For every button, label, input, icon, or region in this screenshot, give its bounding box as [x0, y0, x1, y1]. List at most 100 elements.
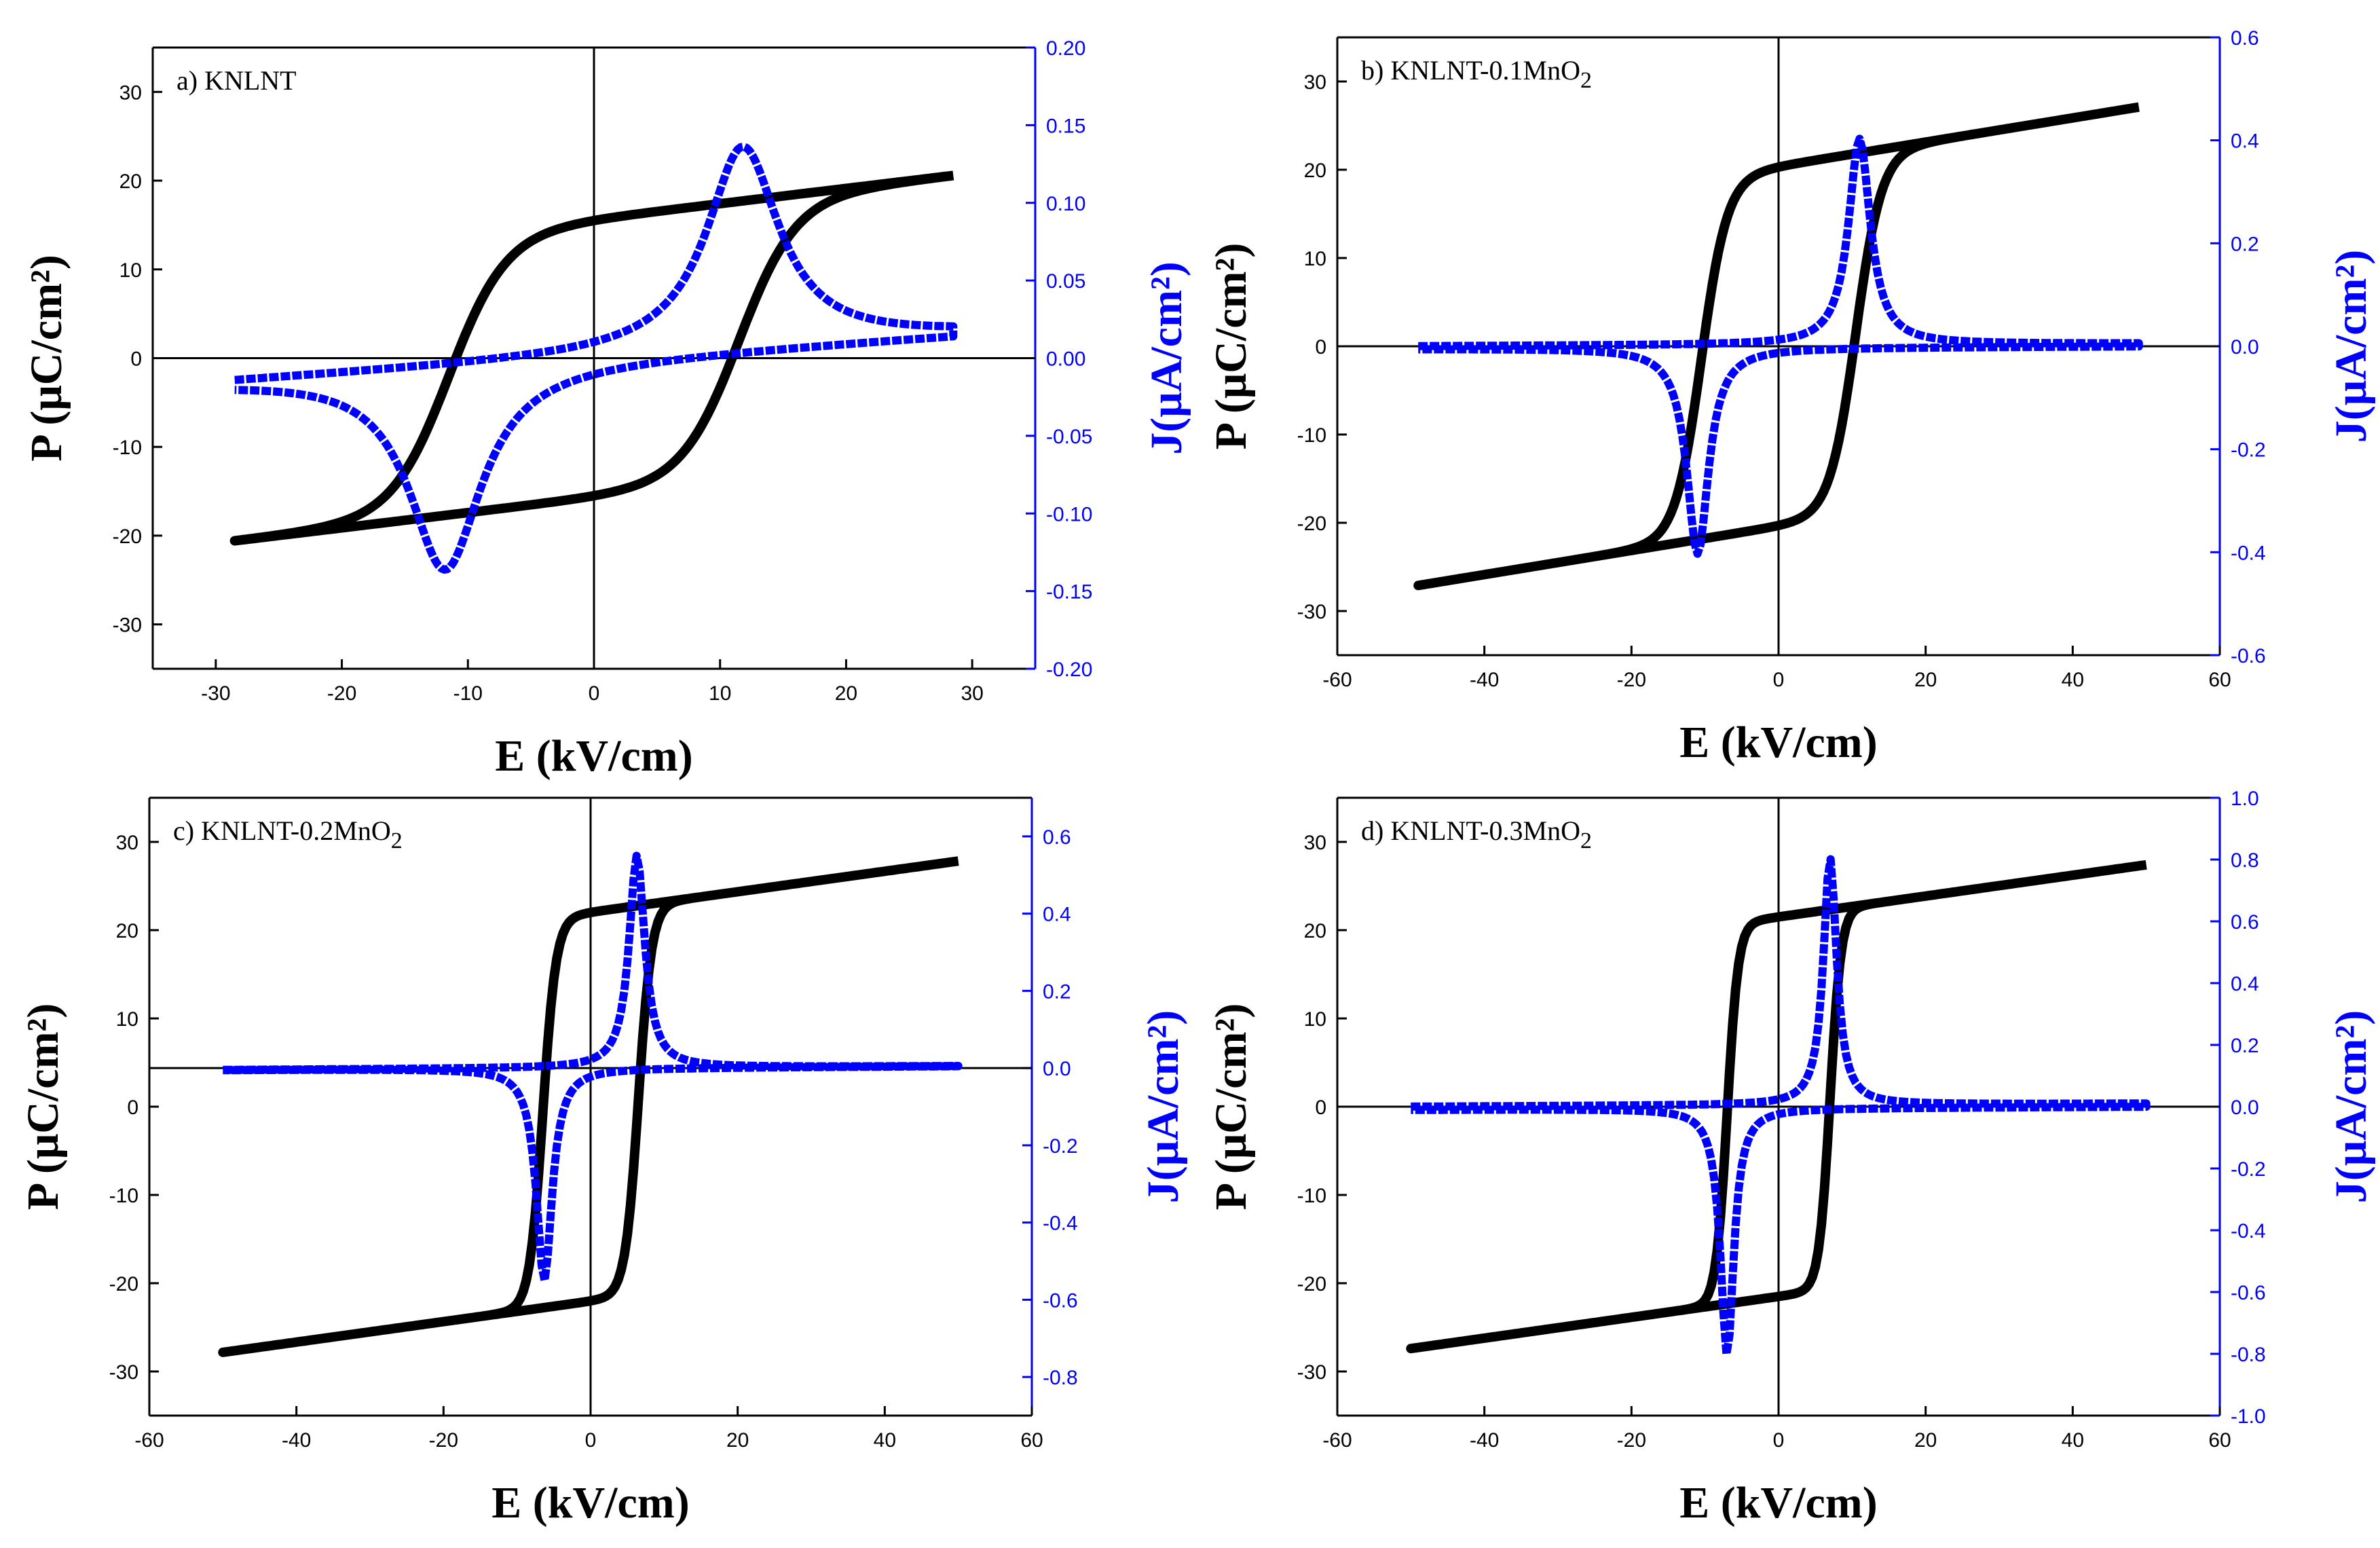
y-right-tick-label: -0.8 [2231, 1344, 2266, 1366]
y-right-tick-label: 0.15 [1046, 115, 1085, 137]
panel-label: a) KNLNT [176, 65, 297, 96]
y-left-tick-label: 30 [1304, 832, 1326, 854]
y-left-tick-label: 10 [1304, 1008, 1326, 1031]
y-right-axis-title: J(μA/cm²) [2326, 250, 2376, 443]
x-tick-label: 0 [585, 1429, 597, 1452]
y-left-tick-label: -30 [109, 1361, 138, 1384]
y-left-tick-label: 0 [1315, 1096, 1326, 1119]
x-tick-label: -60 [1322, 1429, 1352, 1452]
y-right-tick-label: 0.0 [1043, 1058, 1071, 1080]
y-left-tick-label: 10 [119, 259, 142, 282]
y-left-tick-label: -10 [1297, 424, 1326, 447]
x-tick-label: 20 [835, 682, 857, 705]
x-tick-label: -60 [1322, 669, 1352, 691]
y-left-tick-label: 20 [1304, 920, 1326, 942]
y-left-tick-label: -20 [113, 526, 142, 548]
x-tick-label: -10 [453, 682, 483, 705]
y-right-axis-title: J(μA/cm²) [2326, 1010, 2376, 1203]
panel-label-subscript: 2 [1580, 68, 1592, 93]
y-right-tick-label: 0.6 [1043, 826, 1071, 849]
y-right-tick-label: -0.05 [1046, 426, 1092, 448]
y-left-tick-label: 20 [1304, 160, 1326, 182]
x-tick-label: -30 [201, 682, 230, 705]
panel-a: -30 -20 -10 0 10 20 30 -30 -20 -10 0 10 20 30 -0.20 -0.… [22, 37, 1191, 781]
y-left-axis-title: P (μC/cm²) [1206, 243, 1256, 450]
x-tick-label: 20 [1914, 1429, 1937, 1452]
y-right-tick-label: 0.00 [1046, 348, 1085, 371]
panel-label: d) KNLNT-0.3MnO2 [1361, 815, 1592, 853]
j-current-series [221, 851, 963, 1285]
p-loop-series [1413, 102, 2141, 591]
panel-label: b) KNLNT-0.1MnO2 [1361, 55, 1592, 93]
y-right-tick-label: -0.4 [2231, 1220, 2266, 1242]
y-right-tick-label: -0.8 [1043, 1367, 1078, 1389]
y-right-tick-label: 0.10 [1046, 193, 1085, 215]
y-right-tick-label: -0.4 [1043, 1213, 1078, 1235]
y-right-tick-label: 0.2 [1043, 980, 1071, 1003]
y-left-tick-label: -20 [1297, 513, 1326, 535]
x-tick-label: 10 [709, 682, 731, 705]
x-axis-title: E (kV/cm) [1679, 718, 1877, 767]
y-right-tick-label: -0.6 [1043, 1289, 1078, 1312]
panel-c: -60 -40 -20 0 20 40 60 -30 -20 -10 0 10 20 30 -0.8 -0.6… [18, 796, 1188, 1528]
y-right-tick-label: 0.6 [2231, 911, 2259, 934]
y-right-tick-label: 0.8 [2231, 849, 2259, 872]
y-left-tick-label: -10 [113, 437, 142, 459]
x-tick-label: 40 [2062, 1429, 2084, 1452]
y-left-tick-label: 0 [127, 1096, 138, 1119]
panel-label-subscript: 2 [1580, 828, 1592, 853]
y-right-tick-label: -0.15 [1046, 581, 1092, 604]
x-tick-label: -20 [1617, 669, 1646, 691]
y-right-tick-label: 0.6 [2231, 27, 2259, 50]
x-tick-label: -40 [1470, 669, 1499, 691]
x-tick-label: 60 [2208, 669, 2231, 691]
y-left-tick-label: 10 [1304, 248, 1326, 270]
x-tick-label: 0 [1773, 669, 1785, 691]
y-right-tick-label: 0.2 [2231, 233, 2259, 255]
x-tick-label: 30 [961, 682, 983, 705]
x-axis-title: E (kV/cm) [491, 1478, 689, 1528]
y-right-tick-label: -0.2 [1043, 1135, 1078, 1158]
x-axis-title: E (kV/cm) [1679, 1478, 1877, 1528]
y-right-tick-label: 0.0 [2231, 1096, 2259, 1119]
j-current-series [1409, 855, 2151, 1359]
y-left-tick-label: -10 [109, 1185, 138, 1207]
y-left-tick-label: -20 [109, 1273, 138, 1295]
panel-b: -60 -40 -20 0 20 40 60 -30 -20 -10 0 10 20 30 -0.6 -0.4… [1206, 27, 2376, 767]
x-tick-label: 40 [874, 1429, 896, 1452]
x-tick-label: 0 [1773, 1429, 1785, 1452]
y-right-tick-label: 0.20 [1046, 37, 1085, 60]
p-loop-series [218, 856, 961, 1357]
y-right-tick-label: 0.4 [1043, 904, 1071, 926]
x-tick-label: -40 [282, 1429, 311, 1452]
y-left-axis-title: P (μC/cm²) [1206, 1003, 1256, 1211]
x-tick-label: -20 [1617, 1429, 1646, 1452]
x-tick-label: 40 [2062, 669, 2084, 691]
y-right-tick-label: -0.10 [1046, 503, 1092, 526]
x-tick-label: -40 [1470, 1429, 1499, 1452]
y-left-tick-label: 10 [116, 1008, 138, 1031]
y-left-tick-label: 20 [119, 170, 142, 193]
y-right-tick-label: 0.05 [1046, 270, 1085, 293]
y-left-tick-label: 30 [116, 832, 138, 854]
y-right-tick-label: 0.0 [2231, 336, 2259, 358]
y-right-tick-label: -0.2 [2231, 439, 2266, 462]
x-tick-label: 0 [589, 682, 600, 705]
x-tick-label: -60 [134, 1429, 164, 1452]
y-left-tick-label: 0 [130, 348, 142, 371]
y-right-tick-label: -0.4 [2231, 542, 2266, 564]
x-tick-label: -20 [429, 1429, 458, 1452]
x-tick-label: 20 [1914, 669, 1937, 691]
y-left-tick-label: -10 [1297, 1185, 1326, 1207]
y-left-axis-title: P (μC/cm²) [18, 1003, 68, 1211]
y-right-tick-label: 0.2 [2231, 1035, 2259, 1057]
j-current-series [234, 143, 958, 574]
x-tick-label: 20 [726, 1429, 749, 1452]
y-right-tick-label: -0.6 [2231, 1282, 2266, 1304]
x-axis-title: E (kV/cm) [495, 731, 692, 781]
y-right-tick-label: 1.0 [2231, 788, 2259, 810]
y-right-tick-label: -0.20 [1046, 659, 1092, 681]
y-left-tick-label: 30 [1304, 71, 1326, 94]
y-left-axis-title: P (μC/cm²) [22, 255, 71, 462]
